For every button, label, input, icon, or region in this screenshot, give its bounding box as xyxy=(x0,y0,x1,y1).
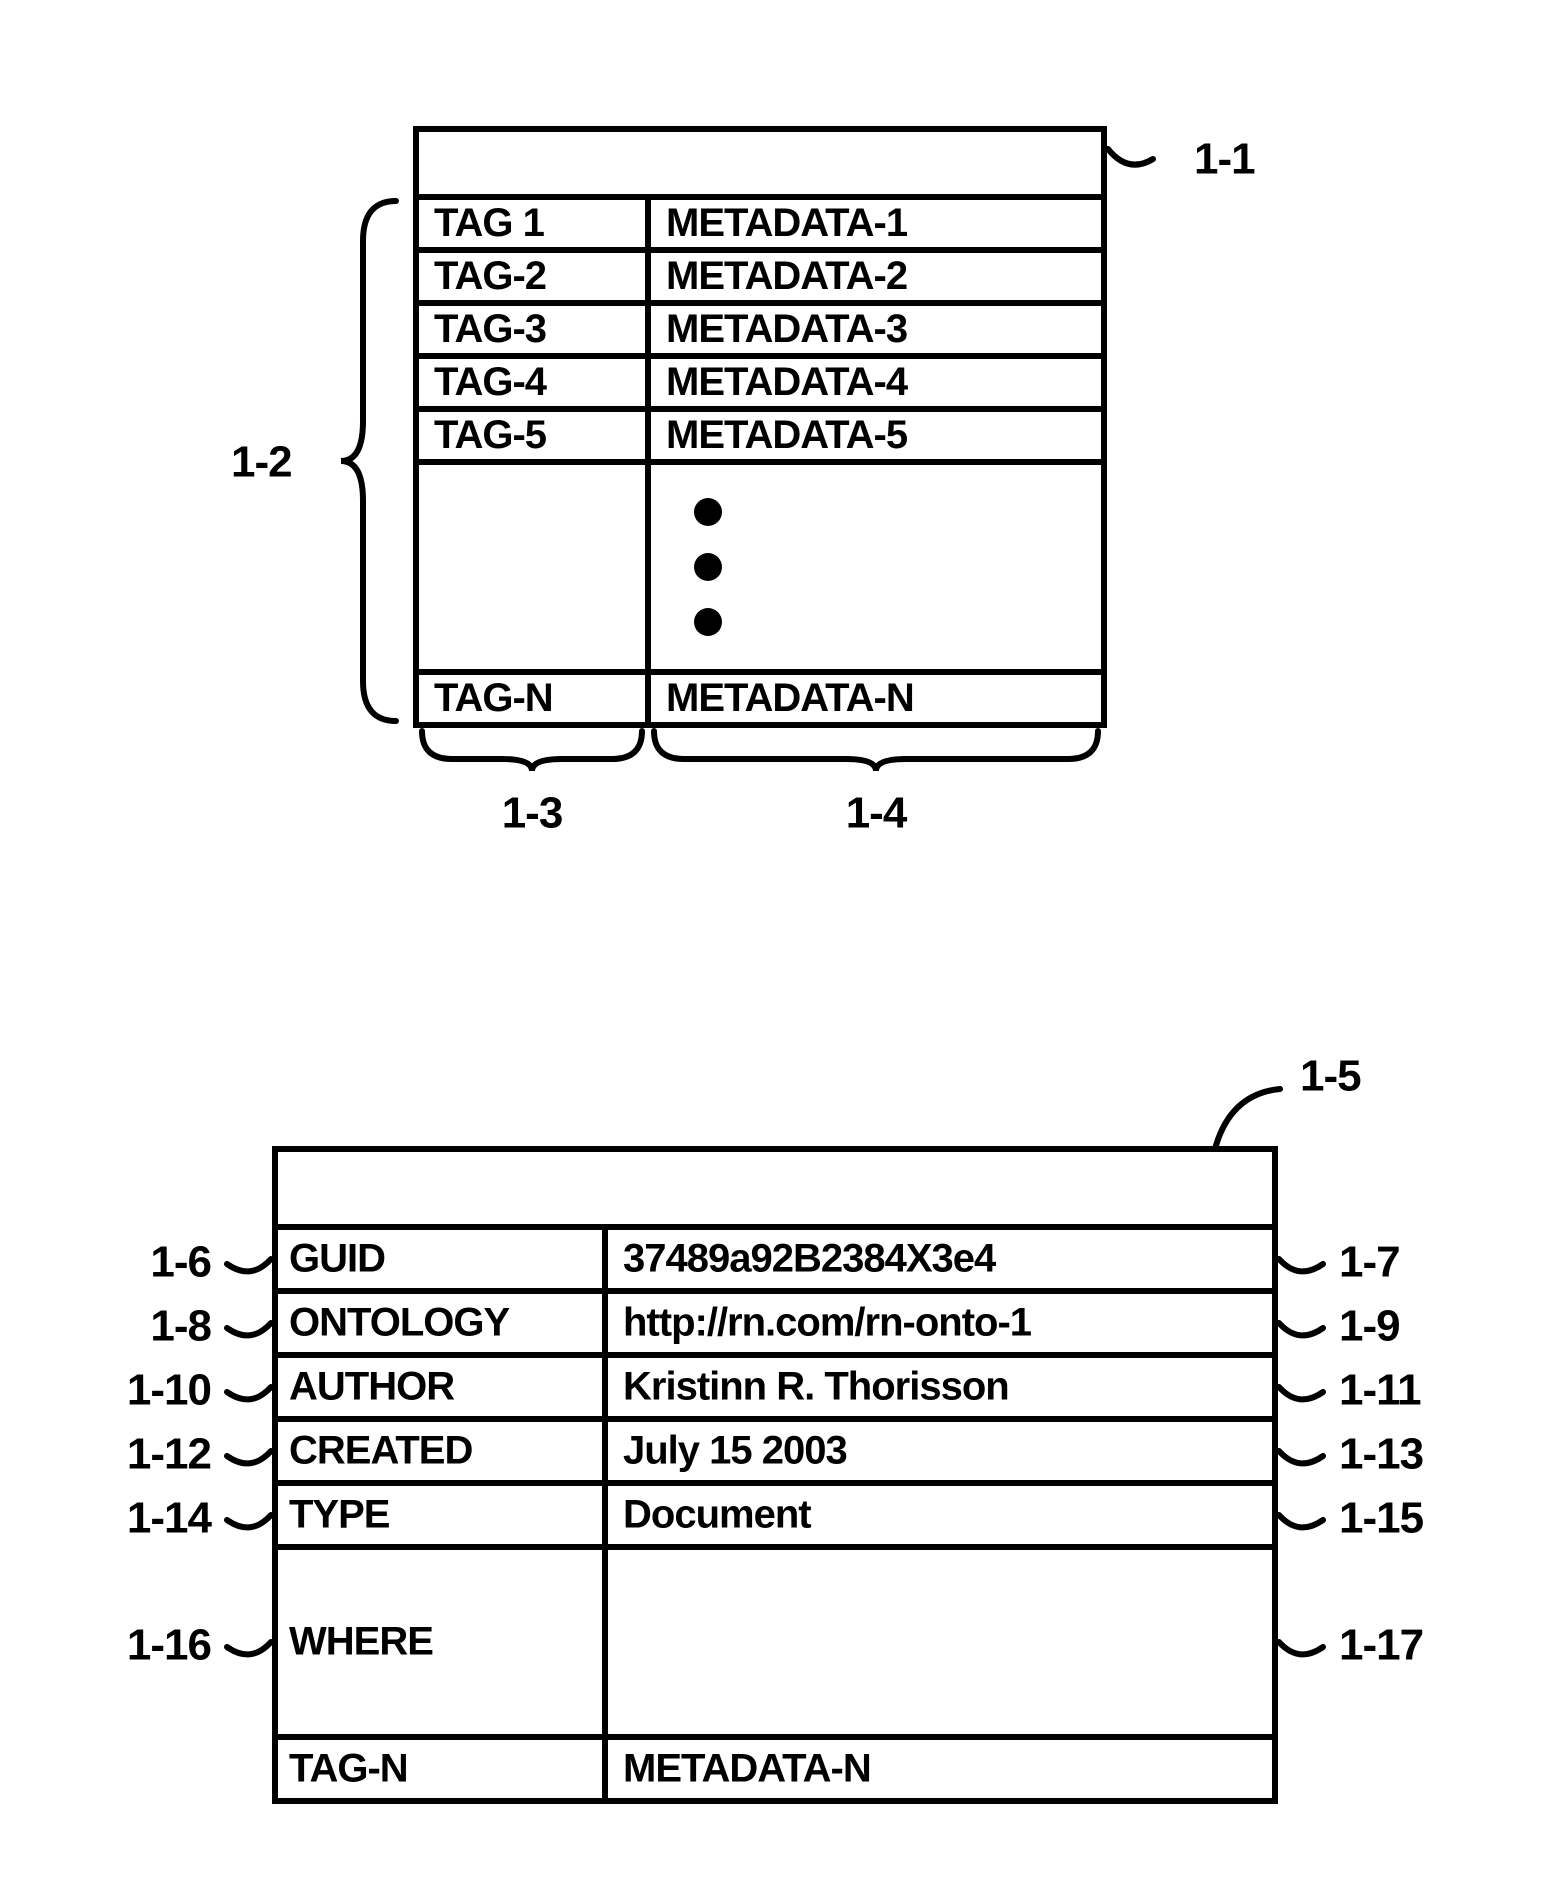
top-meta-4: METADATA-5 xyxy=(666,413,908,457)
label-1-8: 1-8 xyxy=(150,1302,211,1351)
brace-1-2 xyxy=(341,201,396,721)
label-1-5: 1-5 xyxy=(1300,1052,1361,1101)
label-1-12: 1-12 xyxy=(127,1430,211,1479)
bottom-tag-1: ONTOLOGY xyxy=(289,1301,510,1345)
callout-left-1-10 xyxy=(227,1387,271,1399)
callout-left-1-14 xyxy=(227,1515,271,1527)
callout-left-1-16 xyxy=(227,1642,271,1654)
label-1-10: 1-10 xyxy=(127,1366,211,1415)
label-1-14: 1-14 xyxy=(127,1494,213,1543)
bottom-tag-0: GUID xyxy=(289,1237,385,1281)
label-1-16: 1-16 xyxy=(127,1621,211,1670)
callout-right-1-15 xyxy=(1279,1515,1323,1527)
callout-right-1-13 xyxy=(1279,1451,1323,1463)
bottom-tag-2: AUTHOR xyxy=(289,1365,455,1409)
bottom-meta-4: Document xyxy=(623,1493,811,1537)
top-spacer-tag xyxy=(416,462,648,672)
bottom-meta-0: 37489a92B2384X3e4 xyxy=(623,1237,997,1281)
top-tag-2: TAG-3 xyxy=(434,307,546,351)
bottom-tag-4: TYPE xyxy=(289,1493,390,1537)
label-1-9: 1-9 xyxy=(1339,1302,1400,1351)
top-meta-1: METADATA-2 xyxy=(666,254,907,298)
label-1-17: 1-17 xyxy=(1339,1621,1423,1670)
top-tag-n: TAG-N xyxy=(434,676,553,720)
bottom-table-header xyxy=(275,1149,1275,1227)
callout-left-1-8 xyxy=(227,1323,271,1335)
underbrace-1-4 xyxy=(654,731,1098,771)
callout-left-1-12 xyxy=(227,1451,271,1463)
top-meta-3: METADATA-4 xyxy=(666,360,909,404)
ellipsis-dot xyxy=(694,498,722,526)
top-tag-0: TAG 1 xyxy=(434,201,545,245)
label-1-11: 1-11 xyxy=(1339,1366,1421,1415)
callout-right-1-11 xyxy=(1279,1387,1323,1399)
bottom-where-tag: WHERE xyxy=(289,1620,433,1664)
callout-right-1-7 xyxy=(1279,1259,1323,1271)
bottom-meta-n: METADATA-N xyxy=(623,1747,871,1791)
bottom-meta-2: Kristinn R. Thorisson xyxy=(623,1365,1009,1409)
bottom-tag-n: TAG-N xyxy=(289,1747,408,1791)
ellipsis-dot xyxy=(694,553,722,581)
ellipsis-dot xyxy=(694,608,722,636)
bottom-meta-1: http://rn.com/rn-onto-1 xyxy=(623,1301,1032,1345)
callout-1-1 xyxy=(1108,149,1153,165)
bottom-tag-3: CREATED xyxy=(289,1429,472,1473)
callout-right-1-9 xyxy=(1279,1323,1323,1335)
top-table-header xyxy=(416,129,1104,197)
label-1-15: 1-15 xyxy=(1339,1494,1424,1543)
top-meta-0: METADATA-1 xyxy=(666,201,908,245)
label-1-2: 1-2 xyxy=(231,438,292,487)
label-1-1: 1-1 xyxy=(1194,135,1255,184)
top-tag-4: TAG-5 xyxy=(434,413,547,457)
label-1-13: 1-13 xyxy=(1339,1430,1423,1479)
top-meta-n: METADATA-N xyxy=(666,676,914,720)
callout-left-1-6 xyxy=(227,1259,271,1271)
diagram-canvas: TAG 1 METADATA-1 TAG-2 METADATA-2 TAG-3 METAD… xyxy=(0,0,1547,1891)
callout-1-5 xyxy=(1215,1089,1280,1149)
bottom-meta-3: July 15 2003 xyxy=(623,1429,847,1473)
label-1-7: 1-7 xyxy=(1339,1238,1400,1287)
label-1-6: 1-6 xyxy=(150,1238,211,1287)
top-tag-1: TAG-2 xyxy=(434,254,546,298)
top-meta-2: METADATA-3 xyxy=(666,307,907,351)
callout-right-1-17 xyxy=(1279,1642,1323,1654)
bottom-where-meta-cell xyxy=(605,1547,1275,1737)
label-1-3: 1-3 xyxy=(502,789,563,838)
top-tag-3: TAG-4 xyxy=(434,360,548,404)
underbrace-1-3 xyxy=(422,731,642,771)
label-1-4: 1-4 xyxy=(846,789,908,838)
